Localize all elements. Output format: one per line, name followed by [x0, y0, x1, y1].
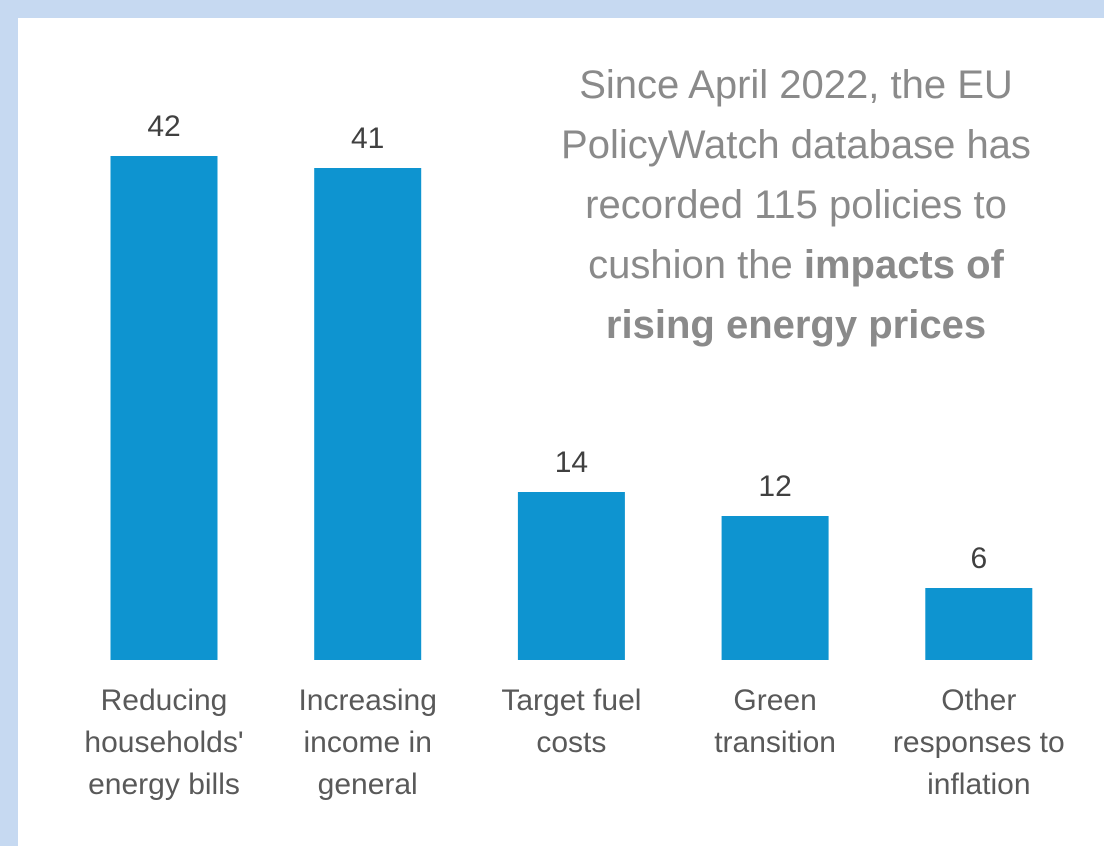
- bar: [110, 156, 218, 660]
- bar: [925, 588, 1033, 660]
- x-tick-label: Increasing income in general: [298, 684, 437, 801]
- x-tick-label: Other responses to inflation: [892, 684, 1065, 801]
- bar: [517, 492, 625, 660]
- bar: [721, 516, 829, 660]
- value-label: 6: [970, 542, 987, 575]
- value-label: 42: [147, 110, 180, 143]
- x-tick-label: Green transition: [714, 684, 836, 759]
- annotation-text: Since April 2022, the EU PolicyWatch dat…: [561, 63, 1031, 287]
- value-label: 41: [351, 122, 384, 155]
- bar: [314, 168, 422, 660]
- value-label: 14: [555, 446, 588, 479]
- annotation: Since April 2022, the EU PolicyWatch dat…: [536, 55, 1056, 355]
- annotation-emphasis: impacts of rising energy prices: [605, 243, 1004, 347]
- value-label: 12: [758, 470, 791, 503]
- x-tick-label: Target fuel costs: [501, 684, 642, 759]
- x-tick-label: Reducing households' energy bills: [84, 684, 244, 801]
